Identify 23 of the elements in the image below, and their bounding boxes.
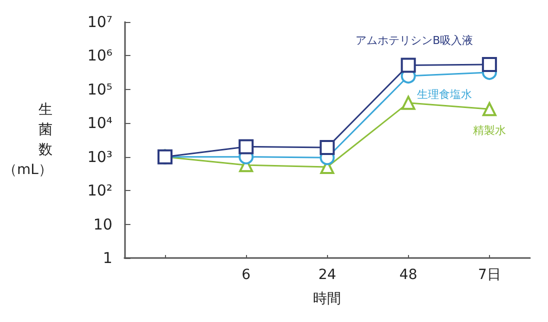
point	[482, 56, 497, 72]
point	[238, 139, 254, 154]
x-axis-title: 時間	[313, 291, 342, 307]
y-tick-label: 10²	[87, 182, 112, 200]
y-tick-label: 10⁶	[87, 46, 112, 65]
x-tick-label: 7日	[478, 267, 501, 283]
series-label: 生理食塩水	[416, 88, 472, 101]
point	[400, 58, 416, 73]
y-tick-label: 10³	[87, 148, 112, 166]
series-label: アムホテリシンB吸入液	[356, 34, 474, 47]
y-tick-label: 1	[102, 249, 112, 267]
y-tick-label: 10⁵	[87, 80, 112, 98]
y-tick-label: 10	[93, 215, 112, 234]
point	[401, 96, 416, 110]
x-tick-label: 48	[399, 267, 418, 283]
y-tick-label: 10⁷	[87, 13, 112, 31]
point	[320, 140, 335, 155]
y-tick-label: 10⁴	[87, 114, 112, 132]
y-axis-title: 生菌数（mL）	[3, 102, 52, 178]
series-label: 精製水	[472, 124, 506, 138]
x-tick-label: 6	[242, 267, 251, 283]
x-tick-label: 24	[318, 267, 336, 283]
point	[482, 102, 496, 116]
